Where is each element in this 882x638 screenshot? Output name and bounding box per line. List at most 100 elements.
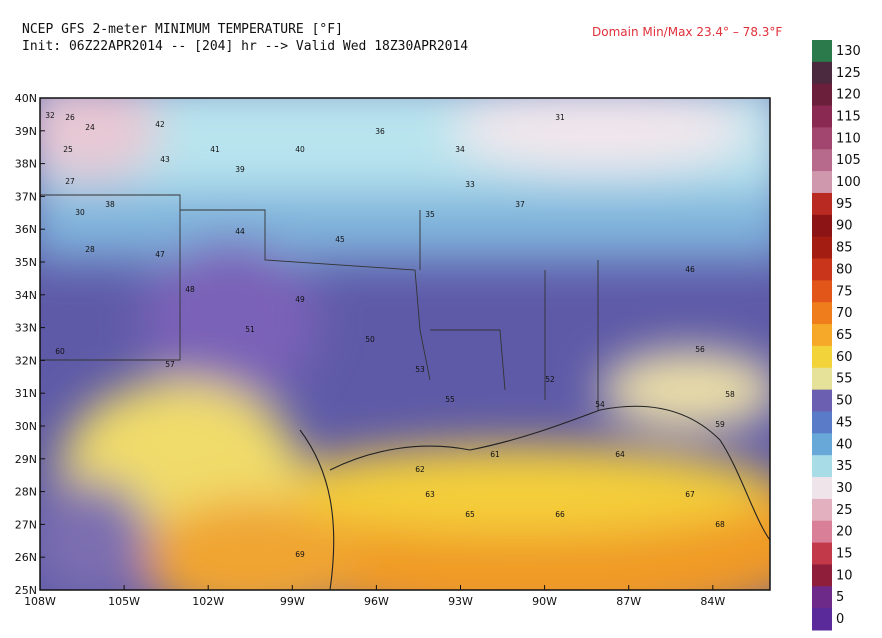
colorbar-swatch	[812, 608, 832, 631]
colorbar-swatch	[812, 236, 832, 260]
colorbar-label: 70	[836, 306, 853, 321]
colorbar-label: 0	[836, 612, 844, 627]
colorbar-label: 20	[836, 525, 853, 540]
colorbar-swatch	[812, 520, 832, 544]
init-line: Init: 06Z22APR2014 -- [204] hr --> Valid…	[22, 39, 468, 54]
colorbar-label: 90	[836, 219, 853, 234]
colorbar-swatch	[812, 542, 832, 565]
station-value: 59	[715, 420, 725, 429]
lat-label: 25N	[15, 584, 37, 597]
station-value: 26	[65, 113, 75, 122]
colorbar-label: 75	[836, 284, 853, 299]
station-value: 45	[335, 235, 345, 244]
lon-label: 102W	[192, 595, 224, 608]
colorbar-swatch	[812, 192, 832, 216]
colorbar-swatch	[812, 40, 832, 63]
colorbar-label: 130	[836, 44, 861, 59]
lat-label: 36N	[15, 223, 37, 236]
colorbar-label: 80	[836, 262, 853, 277]
station-value: 58	[725, 390, 735, 399]
colorbar-label: 95	[836, 197, 853, 212]
lon-label: 108W	[24, 595, 56, 608]
station-value: 44	[235, 227, 245, 236]
colorbar-label: 105	[836, 153, 861, 168]
station-value: 63	[425, 490, 435, 499]
colorbar-label: 60	[836, 350, 853, 365]
colorbar-swatch	[812, 83, 832, 107]
colorbar-label: 25	[836, 503, 853, 518]
lat-label: 39N	[15, 125, 37, 138]
colorbar-swatch	[812, 127, 832, 150]
colorbar-swatch	[812, 367, 832, 391]
station-value: 67	[685, 490, 695, 499]
station-value: 61	[490, 450, 500, 459]
station-value: 47	[155, 250, 165, 259]
colorbar-label: 100	[836, 175, 861, 190]
station-value: 24	[85, 123, 95, 132]
lon-label: 96W	[364, 595, 389, 608]
station-value: 37	[515, 200, 525, 209]
colorbar-swatch	[812, 498, 832, 522]
station-value: 39	[235, 165, 245, 174]
colorbar-label: 125	[836, 66, 861, 81]
station-value: 48	[185, 285, 195, 294]
lon-label: 84W	[700, 595, 725, 608]
station-value: 68	[715, 520, 725, 529]
station-value: 46	[685, 265, 695, 274]
station-value: 50	[365, 335, 375, 344]
colorbar-swatch	[812, 455, 832, 478]
station-value: 52	[545, 375, 555, 384]
station-value: 32	[45, 111, 55, 120]
lat-label: 38N	[15, 158, 37, 171]
lat-label: 37N	[15, 190, 37, 203]
lat-label: 32N	[15, 354, 37, 367]
map-frame	[39, 97, 771, 591]
lat-label: 26N	[15, 551, 37, 564]
colorbar-swatch	[812, 411, 832, 434]
lat-label: 40N	[15, 92, 37, 105]
colorbar-swatch	[812, 302, 832, 325]
station-value: 28	[85, 245, 95, 254]
colorbar-swatch	[812, 477, 832, 500]
station-value: 41	[210, 145, 220, 154]
colorbar-label: 115	[836, 109, 861, 124]
station-value: 60	[55, 347, 65, 356]
station-value: 49	[295, 295, 305, 304]
lon-label: 93W	[448, 595, 473, 608]
domain-minmax: Domain Min/Max 23.4° – 78.3°F	[592, 25, 782, 39]
colorbar-label: 45	[836, 415, 853, 430]
colorbar-label: 55	[836, 372, 853, 387]
station-value: 69	[295, 550, 305, 559]
station-value: 31	[555, 113, 565, 122]
colorbar-label: 50	[836, 394, 853, 409]
colorbar-label: 85	[836, 241, 853, 256]
colorbar-label: 15	[836, 547, 853, 562]
station-value: 27	[65, 177, 75, 186]
colorbar-swatch	[812, 324, 832, 347]
station-value: 43	[160, 155, 170, 164]
station-value: 33	[465, 180, 475, 189]
station-value: 38	[105, 200, 115, 209]
station-value: 65	[465, 510, 475, 519]
station-value: 34	[455, 145, 465, 154]
station-value: 62	[415, 465, 425, 474]
lat-label: 31N	[15, 387, 37, 400]
lat-label: 28N	[15, 486, 37, 499]
colorbar-label: 110	[836, 131, 861, 146]
lon-label: 87W	[616, 595, 641, 608]
colorbar-swatch	[812, 149, 832, 172]
lat-label: 29N	[15, 453, 37, 466]
colorbar-swatch	[812, 389, 832, 412]
colorbar-swatch	[812, 345, 832, 369]
station-value: 51	[245, 325, 255, 334]
lat-label: 34N	[15, 289, 37, 302]
colorbar-label: 5	[836, 590, 844, 605]
station-value: 30	[75, 208, 85, 217]
station-value: 64	[615, 450, 625, 459]
title: NCEP GFS 2-meter MINIMUM TEMPERATURE [°F…	[22, 22, 343, 37]
colorbar-label: 40	[836, 437, 853, 452]
station-value: 66	[555, 510, 565, 519]
lat-label: 30N	[15, 420, 37, 433]
colorbar-swatch	[812, 105, 832, 128]
